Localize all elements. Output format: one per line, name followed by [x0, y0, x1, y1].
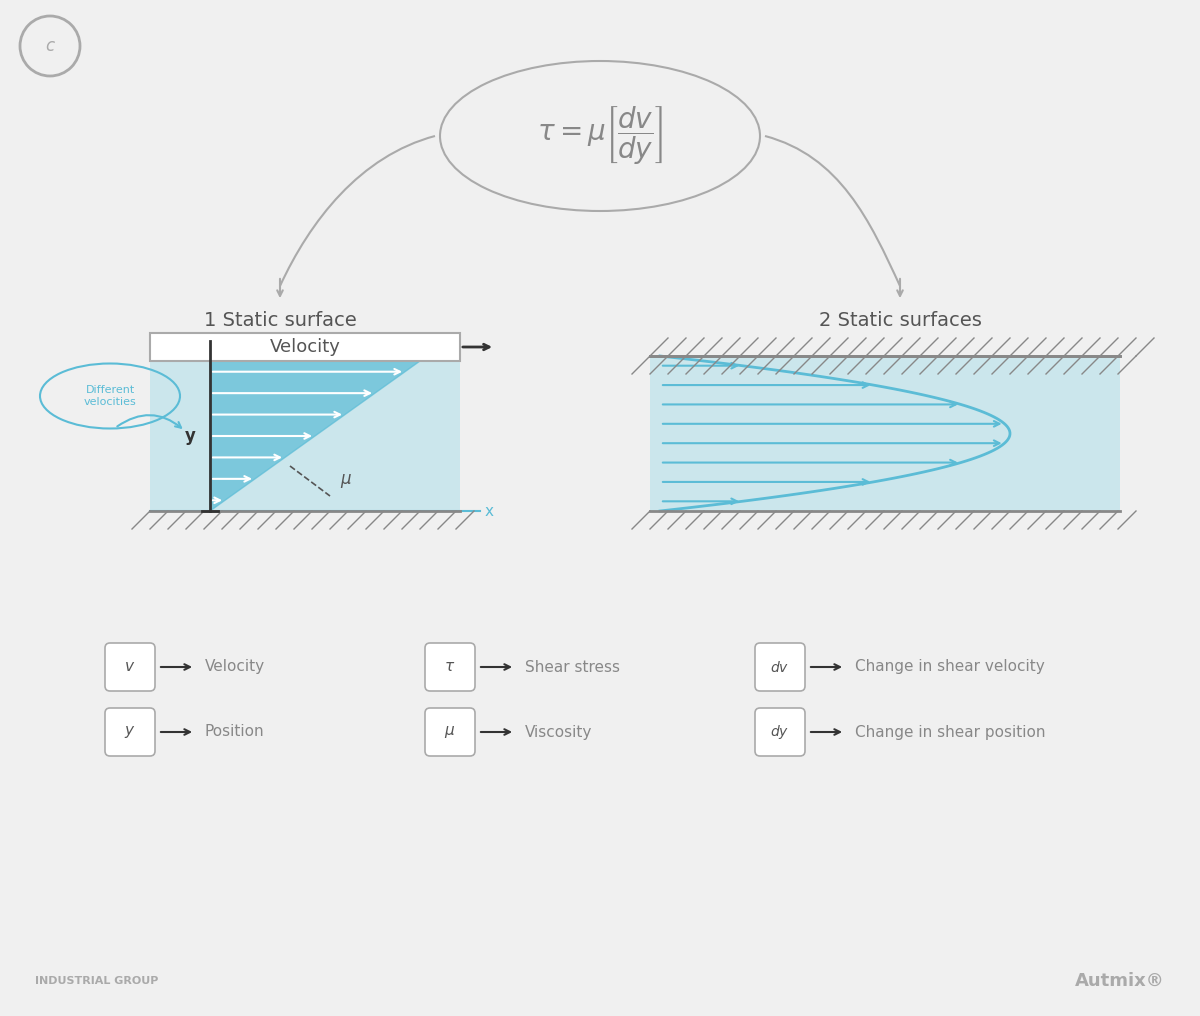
Text: Different
velocities: Different velocities [84, 385, 137, 406]
Text: x: x [485, 504, 494, 518]
Text: $\tau$: $\tau$ [444, 660, 456, 674]
Text: $\mu$: $\mu$ [444, 724, 456, 740]
FancyBboxPatch shape [650, 356, 1120, 511]
Text: Change in shear velocity: Change in shear velocity [856, 659, 1045, 675]
FancyBboxPatch shape [425, 708, 475, 756]
FancyBboxPatch shape [755, 643, 805, 691]
FancyBboxPatch shape [425, 643, 475, 691]
FancyBboxPatch shape [755, 708, 805, 756]
FancyBboxPatch shape [106, 643, 155, 691]
Text: $dv$: $dv$ [770, 659, 790, 675]
Text: Shear stress: Shear stress [526, 659, 620, 675]
Text: 2 Static surfaces: 2 Static surfaces [818, 311, 982, 330]
Text: $dy$: $dy$ [770, 723, 790, 741]
Text: 1 Static surface: 1 Static surface [204, 311, 356, 330]
Text: Change in shear position: Change in shear position [856, 724, 1045, 740]
FancyBboxPatch shape [106, 708, 155, 756]
Text: y: y [185, 427, 196, 445]
Text: Position: Position [205, 724, 265, 740]
Text: Autmix®: Autmix® [1075, 972, 1165, 990]
Polygon shape [210, 361, 420, 511]
Text: Velocity: Velocity [270, 338, 341, 356]
Text: INDUSTRIAL GROUP: INDUSTRIAL GROUP [35, 976, 158, 986]
Text: $\tau = \mu \left[\dfrac{dv}{dy}\right]$: $\tau = \mu \left[\dfrac{dv}{dy}\right]$ [536, 105, 664, 168]
Text: Velocity: Velocity [205, 659, 265, 675]
FancyBboxPatch shape [150, 333, 460, 361]
Text: c: c [46, 37, 54, 55]
FancyBboxPatch shape [150, 361, 460, 511]
Text: $v$: $v$ [125, 660, 136, 674]
Text: Viscosity: Viscosity [526, 724, 593, 740]
Text: $y$: $y$ [125, 724, 136, 740]
Text: $\mu$: $\mu$ [340, 472, 352, 490]
